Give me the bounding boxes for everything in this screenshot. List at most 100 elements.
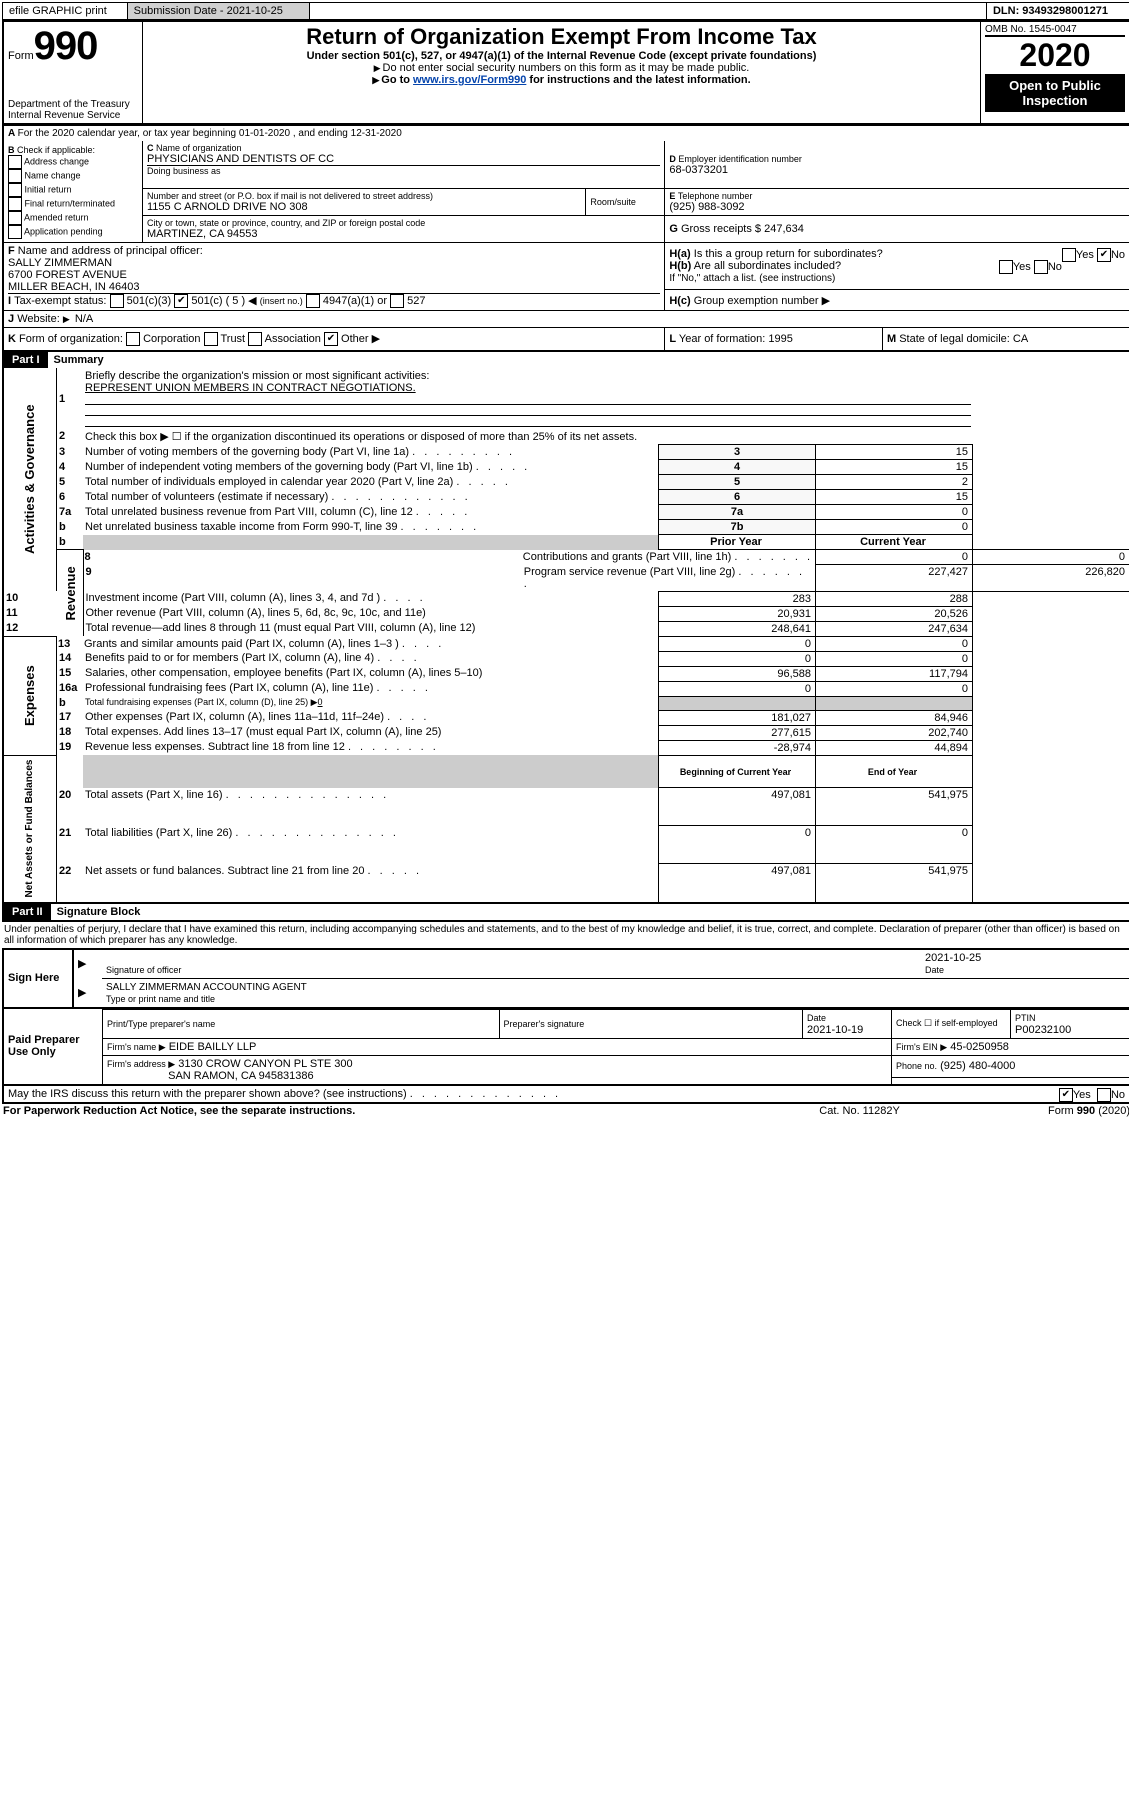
row-prior: 248,641 <box>659 621 816 636</box>
lbl-no2: No <box>1048 261 1062 273</box>
current-year-header: Current Year <box>816 535 973 550</box>
row-val: 15 <box>816 460 973 475</box>
line16b-value: 0 <box>318 697 323 707</box>
checkbox-final-return[interactable] <box>8 197 22 211</box>
checkbox-ha-no[interactable]: ✔ <box>1097 248 1111 262</box>
row-curr: 0 <box>816 681 973 696</box>
c-label: Name of organization <box>156 143 242 153</box>
checkbox-address-change[interactable] <box>8 155 22 169</box>
row-num: 7a <box>57 505 84 520</box>
beg-year-header: Beginning of Current Year <box>659 755 816 788</box>
row-box: 5 <box>659 475 816 490</box>
row-prior: 96,588 <box>659 666 816 681</box>
row-text: Revenue less expenses. Subtract line 18 … <box>85 741 345 753</box>
efile-label: efile GRAPHIC print <box>3 3 128 20</box>
checkbox-501c3[interactable] <box>110 294 124 308</box>
row-text: Program service revenue (Part VIII, line… <box>524 566 736 578</box>
type-name-label: Type or print name and title <box>106 994 215 1004</box>
row-text: Other revenue (Part VIII, column (A), li… <box>86 607 426 619</box>
firm-addr-label: Firm's address ▶ <box>107 1059 175 1069</box>
submission-date-button[interactable]: Submission Date - 2021-10-25 <box>127 3 310 20</box>
checkbox-initial-return[interactable] <box>8 183 22 197</box>
row-text: Total assets (Part X, line 16) <box>85 789 223 801</box>
firm-addr2: SAN RAMON, CA 945831386 <box>168 1070 314 1082</box>
row-num: 13 <box>57 636 84 651</box>
row-val: 15 <box>816 490 973 505</box>
pp-self-employed: Check ☐ if self-employed <box>892 1009 1011 1038</box>
checkbox-4947[interactable] <box>306 294 320 308</box>
checkbox-assoc[interactable] <box>248 332 262 346</box>
row-prior: -28,974 <box>659 740 816 755</box>
state-domicile: State of legal domicile: CA <box>899 333 1028 345</box>
row-text: Salaries, other compensation, employee b… <box>85 667 482 679</box>
pp-date: 2021-10-19 <box>807 1024 863 1036</box>
row-num: 18 <box>57 725 84 740</box>
checkbox-name-change[interactable] <box>8 169 22 183</box>
part2-title: Signature Block <box>51 906 141 918</box>
gov-row: 5Total number of individuals employed in… <box>3 475 1129 490</box>
h-note: If "No," attach a list. (see instruction… <box>669 273 835 284</box>
pp-date-label: Date <box>807 1013 826 1023</box>
row-text: Net assets or fund balances. Subtract li… <box>85 865 364 877</box>
row-text: Net unrelated business taxable income fr… <box>85 521 397 533</box>
row-text: Total revenue—add lines 8 through 11 (mu… <box>86 622 476 634</box>
row-num: 19 <box>57 740 84 755</box>
rev-row: 10Investment income (Part VIII, column (… <box>3 591 1129 606</box>
checkbox-corp[interactable] <box>126 332 140 346</box>
checkbox-hb-no[interactable] <box>1034 260 1048 274</box>
checkbox-application-pending[interactable] <box>8 225 22 239</box>
row-num: 11 <box>3 606 57 621</box>
row-val: 2 <box>816 475 973 490</box>
net-row: 21Total liabilities (Part X, line 26) . … <box>3 826 1129 864</box>
exp-row: 17Other expenses (Part IX, column (A), l… <box>3 710 1129 725</box>
form-subtitle-1: Under section 501(c), 527, or 4947(a)(1)… <box>147 50 976 62</box>
row-box: 7a <box>659 505 816 520</box>
row-prior: 181,027 <box>659 710 816 725</box>
checkbox-discuss-yes[interactable]: ✔ <box>1059 1088 1073 1102</box>
checkbox-other[interactable]: ✔ <box>324 332 338 346</box>
checkbox-ha-yes[interactable] <box>1062 248 1076 262</box>
row-prior: 0 <box>659 681 816 696</box>
lbl-insert-no: (insert no.) <box>260 296 303 306</box>
row-curr: 247,634 <box>816 621 973 636</box>
discuss-label: May the IRS discuss this return with the… <box>8 1088 407 1100</box>
row-text: Benefits paid to or for members (Part IX… <box>85 652 374 664</box>
paid-preparer-block: Paid Preparer Use Only Print/Type prepar… <box>2 1009 1129 1086</box>
row-prior: 0 <box>659 636 816 651</box>
signature-block: Sign Here ▶ Signature of officer 2021-10… <box>2 948 1129 1009</box>
lbl-4947: 4947(a)(1) or <box>323 295 387 307</box>
checkbox-amended-return[interactable] <box>8 211 22 225</box>
checkbox-hb-yes[interactable] <box>999 260 1013 274</box>
row-text: Total unrelated business revenue from Pa… <box>85 506 413 518</box>
part1-table: Activities & Governance 1 Briefly descri… <box>2 368 1129 904</box>
row-text: Contributions and grants (Part VIII, lin… <box>523 551 732 563</box>
footer: For Paperwork Reduction Act Notice, see … <box>2 1104 1129 1118</box>
side-expenses: Expenses <box>3 636 57 755</box>
exp-row: 19Revenue less expenses. Subtract line 1… <box>3 740 1129 755</box>
lbl-initial-return: Initial return <box>25 184 72 194</box>
checkbox-527[interactable] <box>390 294 404 308</box>
checkbox-discuss-no[interactable] <box>1097 1088 1111 1102</box>
dln-label: DLN: 93493298001271 <box>986 3 1129 20</box>
row-num: 10 <box>3 591 57 606</box>
irs-link[interactable]: www.irs.gov/Form990 <box>413 74 526 86</box>
top-bar: efile GRAPHIC print Submission Date - 20… <box>2 2 1129 20</box>
checkbox-trust[interactable] <box>204 332 218 346</box>
row-num: 15 <box>57 666 84 681</box>
room-label: Room/suite <box>586 189 665 216</box>
exp-row: 16aProfessional fundraising fees (Part I… <box>3 681 1129 696</box>
city-label: City or town, state or province, country… <box>147 218 660 228</box>
rev-row: 11 Other revenue (Part VIII, column (A), … <box>3 606 1129 621</box>
officer-name: SALLY ZIMMERMAN <box>8 257 660 269</box>
net-row: 22Net assets or fund balances. Subtract … <box>3 864 1129 903</box>
part2-header: Part II <box>4 904 51 920</box>
lbl-501c3: 501(c)(3) <box>127 295 172 307</box>
row-curr: 84,946 <box>816 710 973 725</box>
row-num: 3 <box>57 445 84 460</box>
form-header: Form990 Department of the Treasury Inter… <box>2 20 1129 125</box>
gov-row: 4Number of independent voting members of… <box>3 460 1129 475</box>
row-prior: 0 <box>816 550 973 565</box>
lbl-assoc: Association <box>265 333 321 345</box>
checkbox-501c[interactable]: ✔ <box>174 294 188 308</box>
footer-right: Form 990 (2020) <box>949 1104 1129 1118</box>
